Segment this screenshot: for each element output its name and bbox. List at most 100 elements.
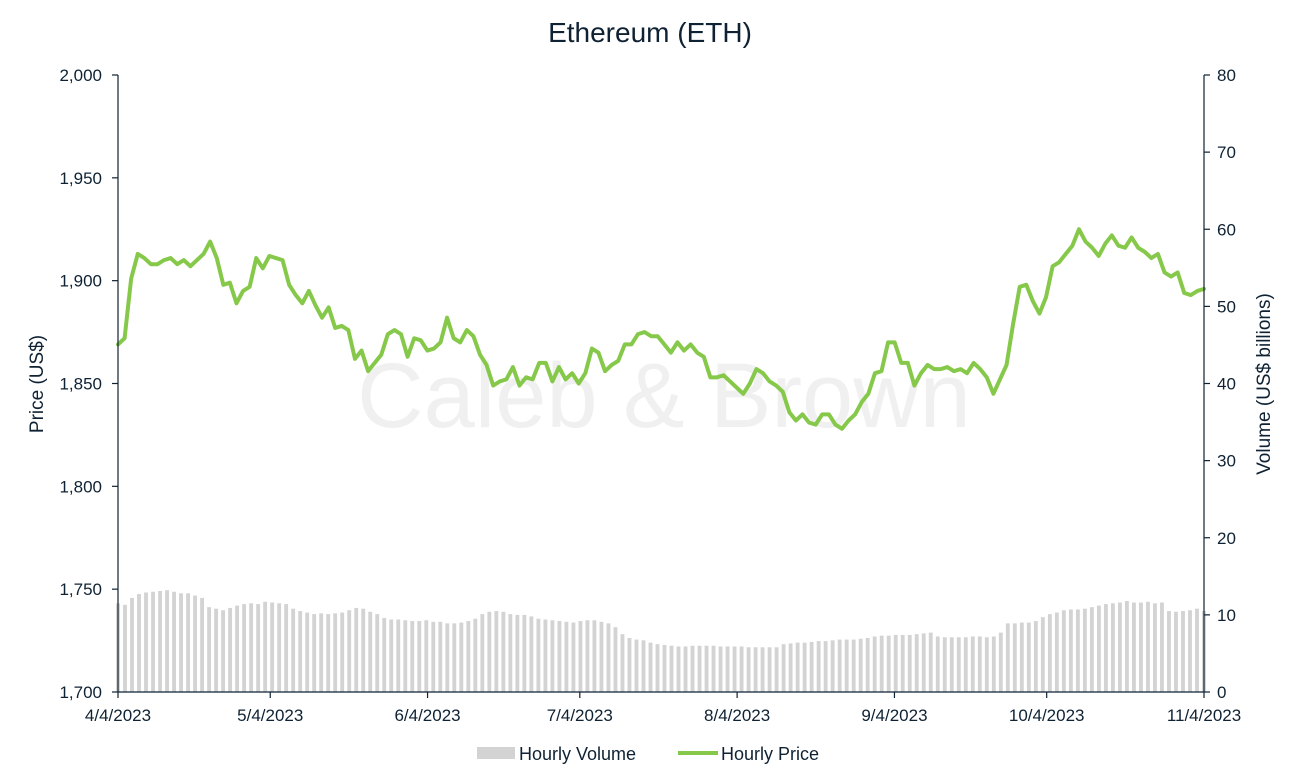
volume-bar (935, 636, 940, 692)
volume-bar (368, 611, 373, 692)
price-line-group (116, 227, 1206, 431)
x-tick-label: 7/4/2023 (547, 706, 613, 725)
legend: Hourly Volume Hourly Price (477, 744, 819, 764)
volume-bars (116, 590, 1206, 693)
volume-bar (466, 621, 471, 692)
volume-bar (340, 612, 345, 692)
volume-bar (984, 637, 989, 692)
right-tick-label: 80 (1217, 66, 1236, 85)
left-axis-title: Price (US$) (27, 335, 48, 433)
volume-bar (354, 607, 359, 692)
volume-bar (690, 645, 695, 692)
volume-bar (1139, 602, 1143, 692)
volume-bar (774, 647, 779, 692)
volume-bar (767, 647, 772, 692)
volume-bar (669, 645, 674, 692)
volume-bar (725, 646, 730, 692)
volume-bar (1061, 610, 1066, 692)
x-tick-label: 8/4/2023 (704, 706, 770, 725)
volume-bar (809, 641, 814, 692)
volume-bar (879, 635, 884, 692)
x-tick-label: 10/4/2023 (1009, 706, 1085, 725)
volume-bar (1118, 602, 1122, 692)
left-tick-label: 1,950 (59, 169, 102, 188)
volume-bar (851, 639, 856, 692)
volume-bar (613, 627, 618, 692)
volume-bar (277, 603, 282, 692)
volume-bar (648, 642, 653, 692)
volume-bar (816, 641, 821, 692)
volume-bar (221, 610, 226, 692)
volume-bar (361, 608, 366, 692)
volume-bar (655, 644, 660, 692)
volume-bar (739, 646, 744, 692)
right-tick-label: 50 (1217, 297, 1236, 316)
volume-bar (193, 595, 197, 692)
volume-bar (781, 644, 786, 692)
volume-bar (662, 644, 667, 692)
left-tick-label: 1,850 (59, 375, 102, 394)
volume-bar (564, 621, 569, 692)
volume-bar (823, 641, 828, 692)
x-tick-label: 6/4/2023 (394, 706, 460, 725)
volume-bar (508, 614, 513, 692)
right-tick-label: 40 (1217, 375, 1236, 394)
right-tick-label: 20 (1217, 529, 1236, 548)
volume-bar (200, 597, 204, 692)
volume-bar (949, 637, 954, 692)
volume-bar (683, 646, 688, 692)
left-axis-ticks: 1,700 1,750 1,800 1,850 1,900 1,950 2,000 (59, 66, 118, 702)
volume-bar (228, 607, 233, 692)
volume-bar (515, 614, 520, 693)
volume-bar (844, 639, 849, 692)
x-axis-ticks: 4/4/2023 5/4/2023 6/4/2023 7/4/2023 8/4/2023… (85, 692, 1241, 725)
volume-bar (1132, 602, 1136, 692)
volume-bar (732, 646, 737, 692)
left-tick-label: 1,800 (59, 477, 102, 496)
volume-bar (802, 642, 807, 692)
volume-bar (900, 634, 905, 692)
volume-bar (1174, 611, 1178, 692)
volume-bar (578, 621, 583, 692)
volume-bar (410, 621, 415, 692)
volume-bar (1167, 611, 1171, 692)
volume-bar (886, 635, 891, 692)
volume-bar (676, 646, 681, 692)
volume-bar (1089, 607, 1094, 692)
volume-bar (1146, 601, 1150, 692)
volume-bar (396, 619, 401, 692)
volume-bar (697, 645, 702, 692)
volume-bar (158, 590, 162, 692)
volume-bar (1181, 611, 1185, 692)
volume-bar (284, 604, 289, 692)
volume-bar (865, 638, 870, 692)
volume-bar (494, 611, 499, 692)
volume-bar (249, 603, 254, 692)
volume-bar (375, 614, 380, 692)
volume-bar (1110, 603, 1115, 692)
volume-bar (1040, 617, 1045, 692)
volume-bar (207, 607, 212, 692)
volume-bar (970, 636, 975, 692)
legend-label-volume: Hourly Volume (519, 744, 636, 764)
volume-bar (424, 620, 429, 692)
volume-bar (305, 612, 310, 692)
volume-bar (242, 604, 247, 692)
volume-bar (130, 597, 134, 692)
volume-bar (438, 621, 443, 692)
volume-bar (1047, 614, 1052, 692)
volume-bar (998, 632, 1003, 692)
volume-bar (235, 605, 240, 692)
volume-bar (1188, 610, 1192, 692)
volume-bar (452, 623, 457, 692)
right-tick-label: 0 (1217, 683, 1226, 702)
volume-bar (214, 608, 219, 692)
volume-bar (172, 591, 176, 692)
right-axis-title: Volume (US$ billions) (1254, 293, 1275, 475)
volume-bar (1195, 608, 1199, 692)
volume-bar (557, 621, 562, 692)
volume-bar (326, 614, 331, 692)
volume-bar (977, 636, 982, 692)
volume-bar (711, 645, 716, 692)
